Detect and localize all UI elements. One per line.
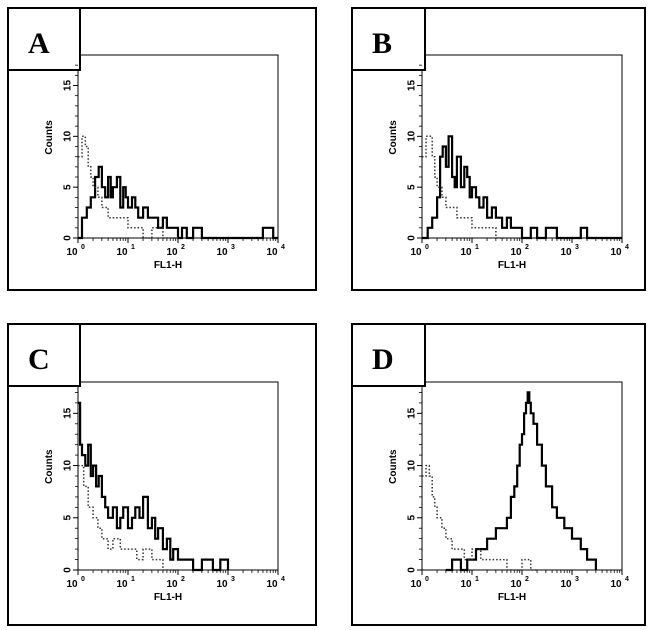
x-tick-label: 10 [610, 247, 622, 258]
x-tick-label: 10 [66, 247, 78, 258]
series-solid-histogram [422, 135, 622, 240]
x-tick-label: 10 [510, 247, 522, 258]
x-tick-label: 10 [610, 579, 622, 590]
y-tick-label: 5 [63, 515, 74, 521]
panel-letter: B [372, 27, 392, 60]
panel-letter-box [351, 323, 426, 387]
x-tick-label: 10 [460, 579, 472, 590]
series-dotted-histogram [422, 135, 507, 239]
x-tick-exponent: 2 [525, 244, 529, 251]
x-tick-exponent: 0 [81, 576, 85, 583]
panel-letter: A [28, 27, 50, 60]
panel-letter-box [351, 7, 426, 71]
panel-frame [351, 323, 646, 626]
x-tick-exponent: 4 [625, 576, 629, 583]
y-tick-label: 10 [407, 130, 418, 142]
x-tick-label: 10 [510, 579, 522, 590]
x-axis-label: FL1-H [154, 260, 182, 271]
x-tick-exponent: 1 [131, 244, 135, 251]
y-tick-label: 10 [407, 460, 418, 472]
series-solid-histogram [445, 391, 597, 572]
x-tick-label: 10 [216, 247, 228, 258]
x-tick-label: 10 [410, 247, 422, 258]
y-tick-label: 0 [407, 567, 418, 573]
x-tick-exponent: 4 [281, 244, 285, 251]
x-tick-exponent: 1 [131, 576, 135, 583]
x-axis-label: FL1-H [498, 592, 526, 603]
x-tick-exponent: 0 [425, 576, 429, 583]
y-tick-label: 15 [63, 80, 74, 92]
series-dotted-histogram [78, 135, 178, 239]
x-tick-exponent: 2 [525, 576, 529, 583]
y-tick-label: 10 [63, 130, 74, 142]
y-tick-label: 0 [407, 235, 418, 241]
x-tick-label: 10 [166, 247, 178, 258]
y-tick-label: 15 [407, 80, 418, 92]
x-tick-exponent: 3 [575, 576, 579, 583]
series-dotted-histogram [422, 464, 538, 571]
series-solid-histogram [78, 165, 278, 240]
x-tick-exponent: 1 [475, 244, 479, 251]
y-axis-label: Counts [388, 120, 399, 155]
y-tick-label: 10 [63, 460, 74, 472]
x-axis-label: FL1-H [498, 260, 526, 271]
y-axis-label: Counts [44, 449, 55, 484]
x-tick-exponent: 0 [81, 244, 85, 251]
x-tick-exponent: 2 [181, 576, 185, 583]
x-tick-exponent: 1 [475, 576, 479, 583]
x-tick-label: 10 [116, 579, 128, 590]
panel-letter: D [372, 343, 394, 376]
x-tick-exponent: 0 [425, 244, 429, 251]
x-tick-exponent: 2 [181, 244, 185, 251]
x-tick-label: 10 [166, 579, 178, 590]
x-tick-exponent: 3 [575, 244, 579, 251]
x-tick-exponent: 3 [231, 244, 235, 251]
y-tick-label: 5 [407, 184, 418, 190]
x-axis-label: FL1-H [154, 592, 182, 603]
series-dotted-histogram [78, 464, 178, 571]
x-tick-label: 10 [266, 579, 278, 590]
y-axis-label: Counts [44, 120, 55, 155]
panel-letter: C [28, 343, 50, 376]
panel-frame [7, 323, 317, 626]
panel-letter-box [7, 323, 81, 387]
panel-frame [351, 7, 646, 291]
x-tick-label: 10 [116, 247, 128, 258]
x-tick-label: 10 [410, 579, 422, 590]
x-tick-label: 10 [266, 247, 278, 258]
x-tick-label: 10 [66, 579, 78, 590]
plot-area [77, 54, 279, 239]
y-tick-label: 5 [407, 515, 418, 521]
x-tick-label: 10 [560, 579, 572, 590]
x-tick-label: 10 [560, 247, 572, 258]
y-tick-label: 0 [63, 235, 74, 241]
x-tick-label: 10 [216, 579, 228, 590]
y-tick-label: 5 [63, 184, 74, 190]
x-tick-exponent: 3 [231, 576, 235, 583]
x-tick-exponent: 4 [625, 244, 629, 251]
y-tick-label: 0 [63, 567, 74, 573]
y-tick-label: 15 [63, 407, 74, 419]
x-tick-exponent: 4 [281, 576, 285, 583]
y-tick-label: 15 [407, 407, 418, 419]
panel-letter-box [7, 7, 81, 71]
y-axis-label: Counts [388, 449, 399, 484]
series-solid-histogram [78, 401, 230, 572]
x-tick-label: 10 [460, 247, 472, 258]
panel-frame [7, 7, 317, 291]
